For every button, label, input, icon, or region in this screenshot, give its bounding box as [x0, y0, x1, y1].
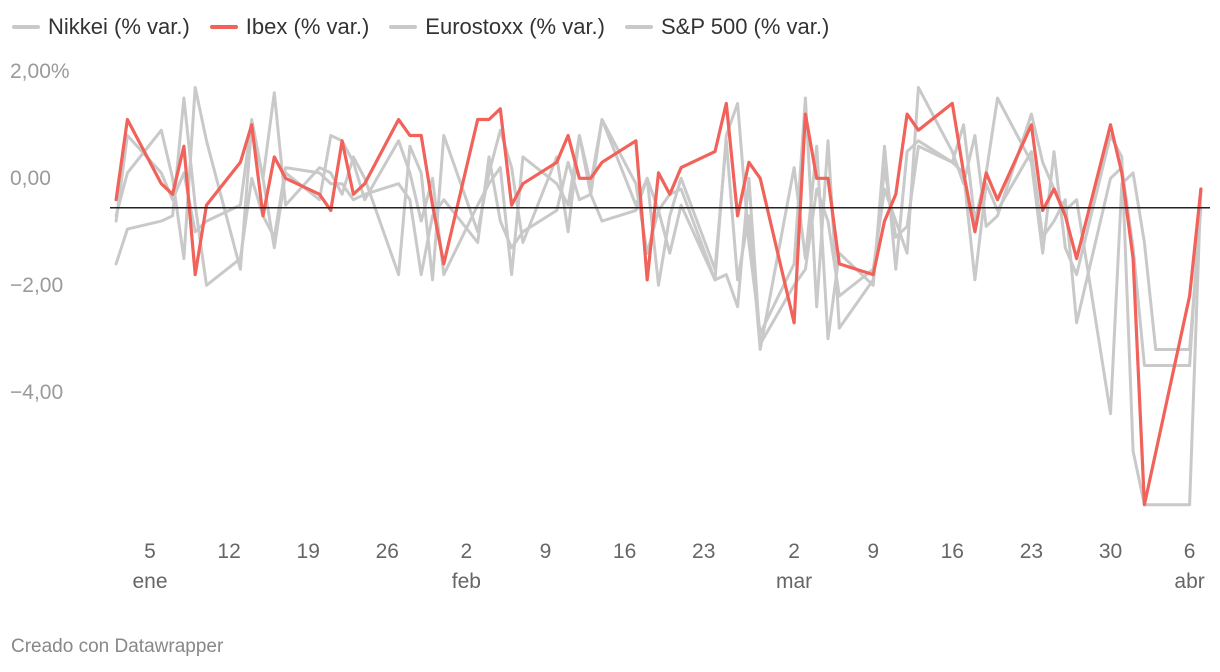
x-tick-label: 23 [1020, 540, 1043, 563]
x-tick-label: 19 [297, 540, 320, 563]
legend-item-ibex[interactable]: Ibex (% var.) [209, 14, 370, 40]
legend-item-nikkei[interactable]: Nikkei (% var.) [12, 14, 190, 40]
x-month-label: abr [1174, 570, 1204, 593]
y-tick-label: 0,00 [10, 167, 51, 190]
legend-item-sp500[interactable]: S&P 500 (% var.) [625, 14, 829, 40]
x-month-label: mar [776, 570, 812, 593]
y-axis: 2,00% 0,00 −2,00 −4,00 [10, 60, 70, 404]
legend-swatch-nikkei [12, 25, 40, 29]
x-tick-label: 16 [613, 540, 636, 563]
series-lines [114, 85, 1203, 507]
x-tick-label: 5 [144, 540, 156, 563]
legend-item-eurostoxx[interactable]: Eurostoxx (% var.) [389, 14, 605, 40]
legend-swatch-sp500 [625, 25, 653, 29]
x-tick-label: 23 [692, 540, 715, 563]
legend-swatch-ibex [209, 25, 238, 29]
x-month-label: ene [132, 570, 167, 593]
chart-legend: Nikkei (% var.) Ibex (% var.) Eurostoxx … [12, 14, 849, 40]
legend-label-nikkei: Nikkei (% var.) [48, 14, 190, 39]
credit-footer: Creado con Datawrapper [11, 636, 224, 657]
x-tick-label: 16 [941, 540, 964, 563]
x-tick-label: 9 [867, 540, 879, 563]
series-line-ibex[interactable] [114, 101, 1203, 507]
x-tick-label: 26 [376, 540, 399, 563]
x-tick-label: 2 [461, 540, 473, 563]
x-axis: 5 ene 12 19 26 2 feb 9 16 23 2 mar 9 16 23 30 6 abr [132, 540, 1204, 593]
series-line-eurostoxx[interactable] [114, 85, 1203, 507]
x-tick-label: 9 [540, 540, 552, 563]
x-tick-label: 6 [1184, 540, 1196, 563]
y-tick-label: −4,00 [10, 381, 63, 404]
legend-label-eurostoxx: Eurostoxx (% var.) [425, 14, 605, 39]
x-tick-label: 12 [217, 540, 240, 563]
legend-swatch-eurostoxx [389, 25, 418, 29]
y-tick-label: 2,00% [10, 60, 70, 83]
legend-label-ibex: Ibex (% var.) [245, 14, 370, 39]
x-tick-label: 30 [1099, 540, 1122, 563]
x-tick-label: 2 [788, 540, 800, 563]
y-tick-label: −2,00 [10, 274, 63, 297]
legend-label-sp500: S&P 500 (% var.) [661, 14, 830, 39]
x-month-label: feb [452, 570, 481, 593]
